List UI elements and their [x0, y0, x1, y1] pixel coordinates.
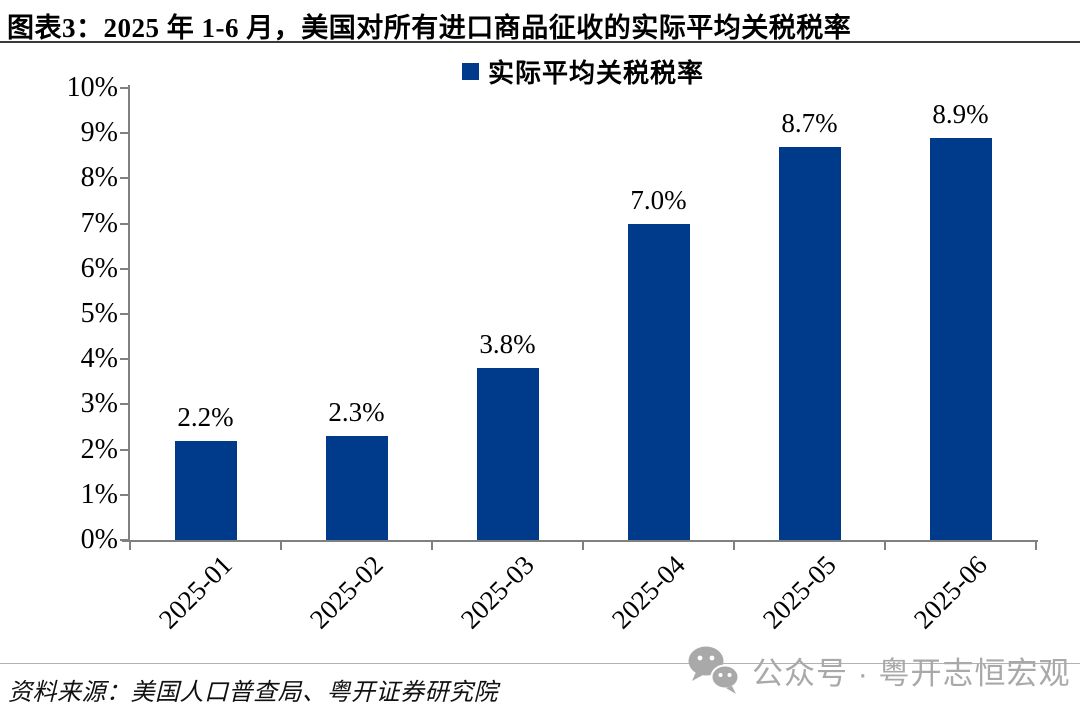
- x-axis-category-label: 2025-01: [152, 549, 238, 635]
- x-axis-tick: [582, 542, 584, 550]
- bar-value-label: 3.8%: [479, 329, 536, 360]
- bar-value-label: 7.0%: [630, 184, 687, 215]
- y-axis-tick-label: 0%: [80, 524, 118, 555]
- bar-value-label: 2.3%: [328, 397, 385, 428]
- watermark: 公众号 · 粤开志恒宏观: [686, 644, 1071, 696]
- y-axis-tick-label: 2%: [80, 433, 118, 465]
- y-axis-tick-label: 8%: [80, 162, 118, 194]
- footer-divider: [0, 663, 1080, 664]
- y-axis-tick-label: 6%: [80, 252, 118, 284]
- y-axis-tick-label: 3%: [80, 388, 118, 420]
- chart-title: 图表3：2025 年 1-6 月，美国对所有进口商品征收的实际平均关税税率: [7, 13, 852, 43]
- y-axis-tick-label: 7%: [80, 207, 118, 239]
- legend-swatch: [461, 62, 479, 80]
- bar: [778, 146, 841, 540]
- bar: [627, 223, 690, 540]
- y-axis-tick: [120, 539, 129, 541]
- wechat-icon: [688, 646, 740, 694]
- bar-value-label: 2.2%: [177, 401, 234, 432]
- x-axis-category-label: 2025-05: [756, 549, 842, 635]
- x-axis-line: [122, 540, 1038, 542]
- y-axis-tick: [120, 87, 129, 89]
- x-axis-category-label: 2025-02: [303, 549, 389, 635]
- bar: [174, 440, 237, 540]
- x-axis-tick: [884, 542, 886, 550]
- x-axis-tick: [431, 542, 433, 550]
- y-axis-tick: [120, 177, 129, 180]
- y-axis-tick-label: 1%: [80, 478, 118, 510]
- y-axis-tick-label: 4%: [80, 343, 118, 375]
- x-axis-category-label: 2025-04: [605, 549, 691, 635]
- x-axis-tick: [733, 542, 735, 550]
- bar-value-label: 8.9%: [932, 98, 989, 129]
- y-axis-line: [128, 85, 130, 542]
- legend: 实际平均关税税率: [130, 57, 1036, 88]
- y-axis-tick: [120, 403, 129, 406]
- y-axis-tick: [120, 358, 129, 361]
- x-axis-tick: [1035, 542, 1037, 550]
- y-axis-tick: [120, 267, 129, 270]
- bar: [929, 137, 992, 540]
- legend-label: 实际平均关税税率: [487, 58, 704, 88]
- source-note: 资料来源：美国人口普查局、粤开证券研究院: [8, 680, 498, 706]
- y-axis-tick: [120, 222, 129, 225]
- y-axis-tick: [120, 132, 129, 135]
- y-axis-tick: [120, 493, 129, 496]
- bar-value-label: 8.7%: [781, 107, 838, 138]
- y-axis-tick-label: 10%: [66, 72, 118, 103]
- watermark-text: 公众号 · 粤开志恒宏观: [752, 655, 1071, 691]
- y-axis-tick: [120, 448, 129, 451]
- x-axis-category-label: 2025-06: [907, 549, 993, 635]
- y-axis-tick-label: 5%: [80, 298, 118, 329]
- y-axis-tick: [120, 313, 129, 315]
- x-axis-tick: [129, 542, 131, 550]
- x-axis-category-label: 2025-03: [454, 549, 540, 635]
- bar: [476, 368, 539, 540]
- x-axis-tick: [280, 542, 282, 550]
- bar: [325, 436, 388, 540]
- title-divider: [0, 41, 1080, 43]
- y-axis-tick-label: 9%: [80, 117, 118, 149]
